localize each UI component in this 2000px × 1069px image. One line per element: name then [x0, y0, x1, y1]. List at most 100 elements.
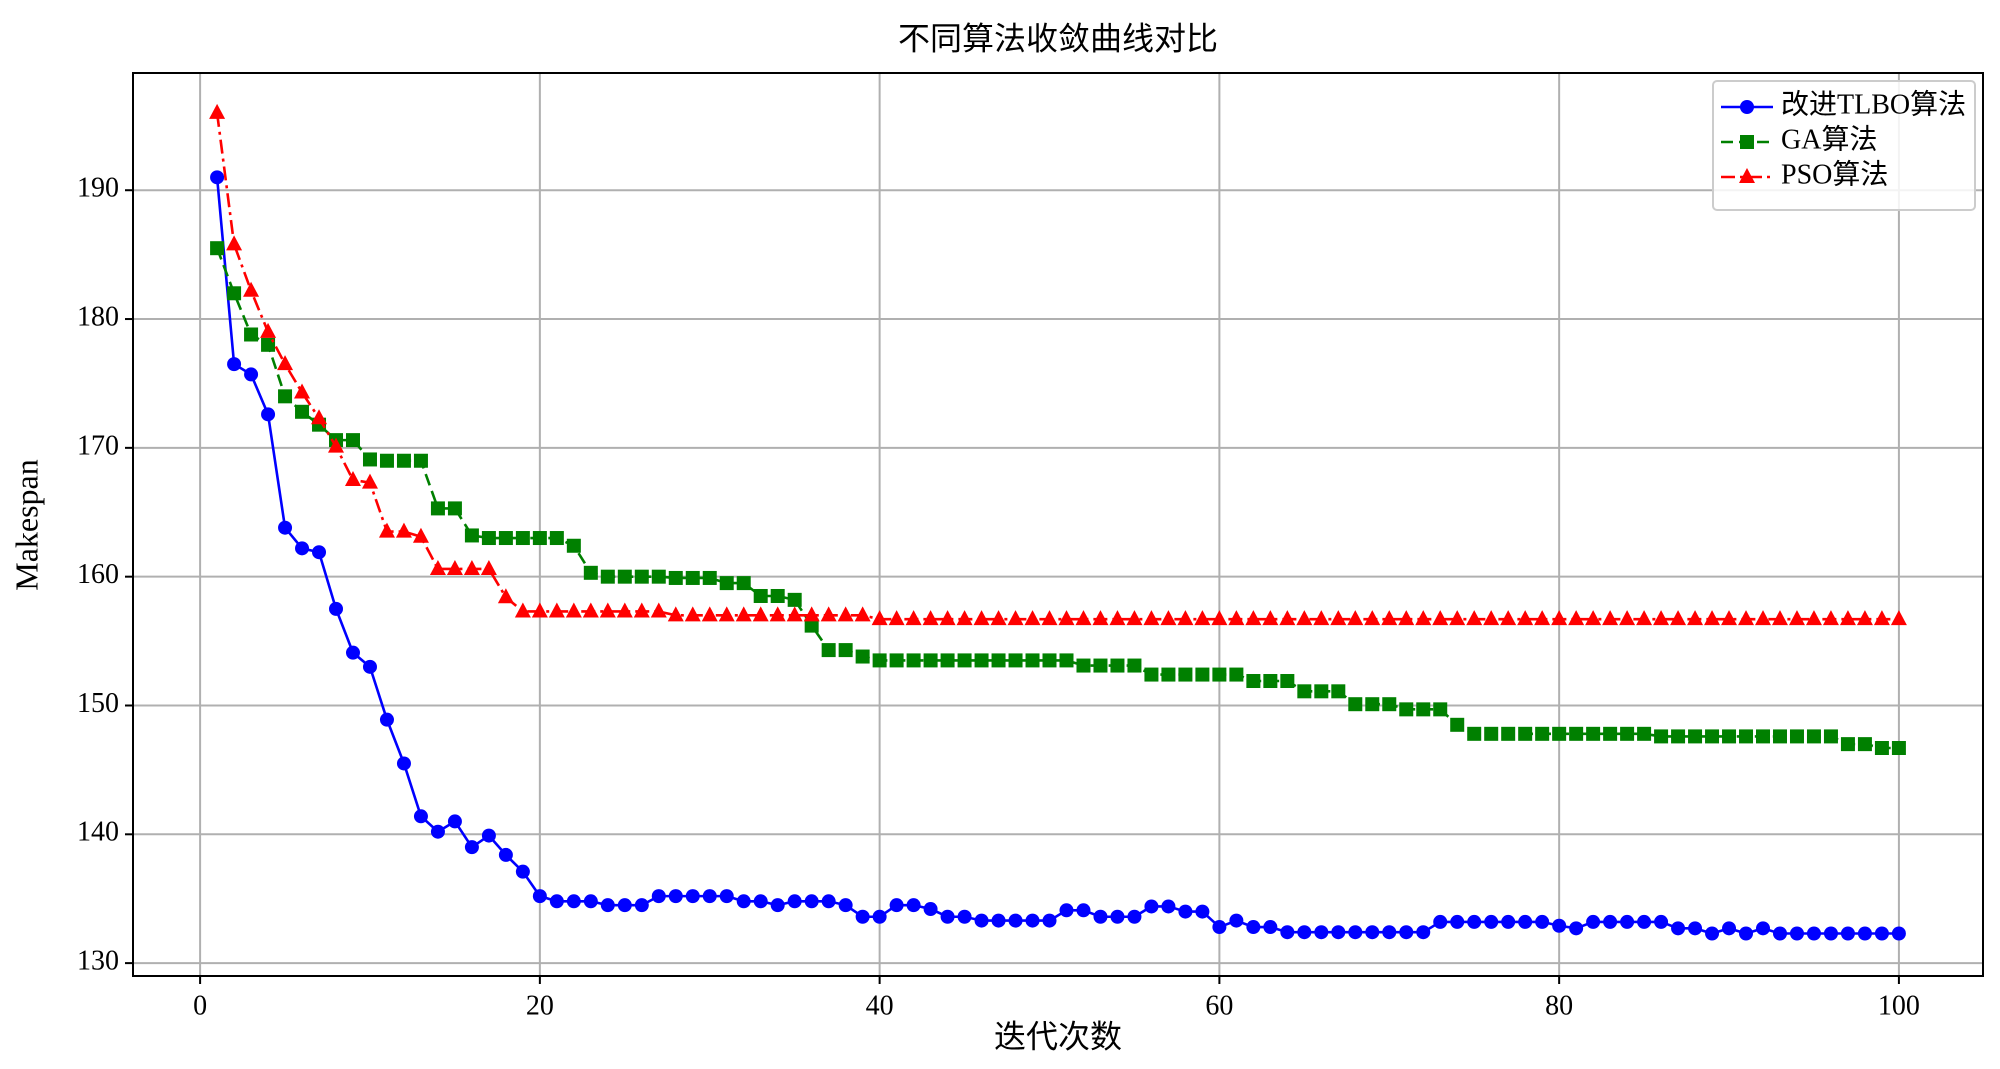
marker — [872, 653, 887, 668]
marker — [1246, 674, 1261, 689]
marker — [1637, 914, 1652, 929]
marker — [702, 570, 717, 585]
marker — [1670, 610, 1687, 626]
marker — [1823, 729, 1838, 744]
marker — [1500, 610, 1517, 626]
marker — [1297, 684, 1312, 699]
marker — [1449, 610, 1466, 626]
marker — [244, 327, 259, 342]
marker — [735, 606, 752, 622]
marker — [1857, 926, 1872, 941]
legend-label: 改进TLBO算法 — [1781, 88, 1966, 120]
y-tick-label: 140 — [77, 817, 119, 848]
marker — [1042, 913, 1057, 928]
marker — [582, 602, 599, 618]
marker — [1806, 729, 1821, 744]
marker — [634, 898, 649, 913]
marker — [1551, 610, 1568, 626]
plot-frame — [132, 72, 1984, 977]
marker — [600, 898, 615, 913]
marker — [786, 606, 803, 622]
marker — [804, 618, 819, 633]
marker — [565, 602, 582, 618]
marker — [1126, 610, 1143, 626]
marker — [412, 527, 429, 543]
marker — [769, 606, 786, 622]
marker — [344, 471, 361, 487]
marker — [668, 570, 683, 585]
marker — [668, 889, 683, 904]
marker — [939, 610, 956, 626]
marker — [210, 170, 225, 185]
marker — [1535, 726, 1550, 741]
marker — [973, 610, 990, 626]
marker — [1025, 653, 1040, 668]
marker — [345, 645, 360, 660]
marker — [1517, 610, 1534, 626]
marker — [906, 653, 921, 668]
marker — [1789, 729, 1804, 744]
marker — [396, 756, 411, 771]
series-line — [215, 177, 1899, 935]
marker — [991, 913, 1006, 928]
marker — [1195, 667, 1210, 682]
marker — [1501, 914, 1516, 929]
marker — [549, 531, 564, 546]
marker — [1755, 610, 1772, 626]
marker — [1891, 740, 1906, 755]
marker — [413, 809, 428, 824]
marker — [1161, 899, 1176, 914]
marker — [1211, 610, 1228, 626]
marker — [940, 909, 955, 924]
marker — [1857, 737, 1872, 752]
marker — [566, 538, 581, 553]
marker — [821, 643, 836, 658]
marker — [685, 570, 700, 585]
marker — [362, 659, 377, 674]
marker — [1042, 653, 1057, 668]
marker — [497, 588, 514, 604]
marker — [1874, 926, 1889, 941]
marker — [1178, 667, 1193, 682]
marker — [1739, 926, 1754, 941]
marker — [1245, 610, 1262, 626]
marker — [685, 889, 700, 904]
marker — [1619, 610, 1636, 626]
marker — [1008, 913, 1023, 928]
marker — [1280, 925, 1295, 940]
marker — [957, 653, 972, 668]
y-tick-label: 150 — [77, 688, 119, 719]
marker — [1262, 610, 1279, 626]
marker — [1143, 610, 1160, 626]
marker — [838, 643, 853, 658]
marker — [1890, 610, 1907, 626]
marker — [1432, 610, 1449, 626]
marker — [396, 453, 411, 468]
marker — [837, 606, 854, 622]
y-tick-label: 170 — [77, 430, 119, 461]
marker — [923, 653, 938, 668]
marker — [1467, 914, 1482, 929]
marker — [1331, 684, 1346, 699]
marker — [566, 894, 581, 909]
marker — [923, 902, 938, 917]
marker — [1501, 726, 1516, 741]
marker — [1058, 610, 1075, 626]
x-tick-label: 60 — [1205, 990, 1233, 1021]
marker — [1772, 926, 1787, 941]
marker — [532, 531, 547, 546]
marker — [803, 606, 820, 622]
marker — [1075, 610, 1092, 626]
marker — [1756, 729, 1771, 744]
marker — [1739, 729, 1754, 744]
marker — [1076, 658, 1091, 673]
marker — [515, 864, 530, 879]
marker — [736, 894, 751, 909]
marker — [667, 606, 684, 622]
marker — [1738, 610, 1755, 626]
x-tick-label: 40 — [866, 990, 894, 1021]
marker — [1093, 909, 1108, 924]
marker — [889, 653, 904, 668]
